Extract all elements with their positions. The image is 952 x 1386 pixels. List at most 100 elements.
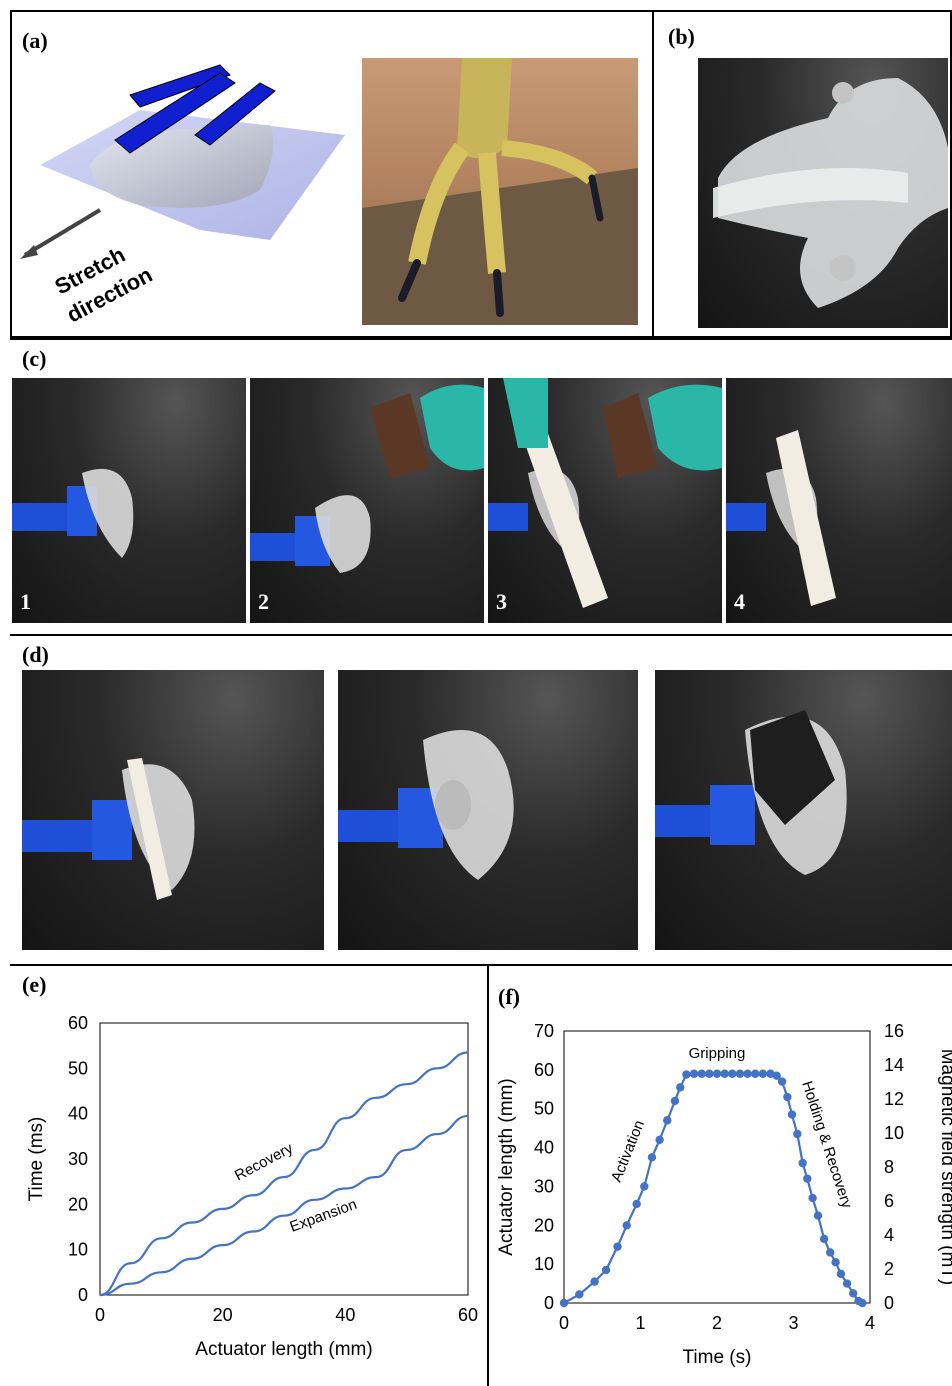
data-point <box>798 1158 807 1168</box>
data-point <box>793 1129 802 1139</box>
data-point <box>831 1258 840 1267</box>
y-axis-label: Time (ms) <box>26 1117 47 1202</box>
grip-photo-1 <box>22 670 324 950</box>
data-point <box>777 1077 787 1086</box>
data-point <box>826 1248 835 1257</box>
x-tick-label: 3 <box>788 1313 798 1333</box>
panel-a-label: (a) <box>22 28 48 53</box>
x-tick-label: 40 <box>335 1305 355 1325</box>
x-tick-label: 4 <box>865 1313 875 1333</box>
divider-e-f <box>487 964 489 1386</box>
grip-photo-3 <box>655 670 952 950</box>
y-tick-label: 20 <box>68 1194 88 1214</box>
data-point <box>842 1279 852 1288</box>
magnet-strip-1 <box>129 64 231 108</box>
y-tick-label: 30 <box>534 1176 554 1196</box>
y-tick-label: 40 <box>534 1138 554 1158</box>
y-tick-label: 30 <box>68 1149 88 1169</box>
data-point <box>647 1153 657 1162</box>
data-point <box>751 1069 760 1078</box>
x-tick-label: 2 <box>712 1313 722 1333</box>
plot-area <box>563 1030 871 1304</box>
y-tick-label: 10 <box>534 1254 554 1274</box>
frame-number: 1 <box>20 589 31 614</box>
series-line-expansion <box>99 1114 469 1297</box>
data-point <box>819 1234 829 1244</box>
panel-f-label: (f) <box>498 984 520 1009</box>
arrow-head <box>20 245 38 259</box>
data-point <box>758 1069 768 1078</box>
data-point <box>663 1116 672 1125</box>
claw-3 <box>588 174 604 222</box>
frame-number: 4 <box>734 589 745 614</box>
divider-d <box>10 634 952 636</box>
data-point <box>772 1071 781 1080</box>
data-point <box>803 1174 812 1183</box>
panel-c-label: (c) <box>22 346 47 371</box>
y-tick-label: 40 <box>68 1104 88 1124</box>
y2-tick-label: 10 <box>884 1123 904 1143</box>
gripping-annotation: Gripping <box>689 1045 746 1062</box>
data-point <box>676 1083 685 1092</box>
stretch-arrow <box>23 208 102 257</box>
panel-b-label: (b) <box>668 24 695 49</box>
y2-tick-label: 12 <box>884 1089 904 1109</box>
y2-tick-label: 4 <box>884 1225 894 1245</box>
data-point <box>682 1070 691 1079</box>
data-point <box>848 1289 858 1298</box>
divider-ab <box>652 10 654 338</box>
data-point <box>813 1211 823 1220</box>
sequence-frame-4: 4 <box>726 378 952 623</box>
y-tick-label: 10 <box>68 1240 88 1260</box>
y2-tick-label: 0 <box>884 1293 894 1313</box>
magnet-strip-2 <box>114 72 236 154</box>
data-point <box>640 1182 649 1191</box>
x-tick-label: 20 <box>213 1305 233 1325</box>
y-tick-label: 70 <box>534 1021 554 1041</box>
x-axis-label: Actuator length (mm) <box>195 1339 372 1360</box>
data-point <box>689 1069 699 1078</box>
holding-recovery-annotation: Holding & Recovery <box>798 1079 855 1211</box>
data-point <box>575 1290 584 1299</box>
x-axis-label: Time (s) <box>683 1347 752 1368</box>
data-point <box>743 1069 752 1078</box>
sequence-frame-2: 2 <box>250 378 484 623</box>
y-axis-label: Actuator length (mm) <box>496 1078 517 1255</box>
y2-axis-label: Magnetic field strength (mT) <box>937 1049 952 1286</box>
data-point <box>622 1221 631 1230</box>
y-tick-label: 20 <box>534 1215 554 1235</box>
frame-number: 2 <box>258 589 269 614</box>
row-ab-frame <box>10 10 952 338</box>
y2-tick-label: 14 <box>884 1055 904 1075</box>
data-point <box>858 1298 867 1308</box>
sequence-frame-1: 1 <box>12 378 246 623</box>
data-point <box>632 1199 641 1209</box>
data-point <box>836 1269 846 1279</box>
x-tick-label: 0 <box>95 1305 105 1325</box>
data-point <box>601 1265 611 1275</box>
data-point <box>613 1242 622 1251</box>
data-point <box>783 1092 792 1102</box>
data-point <box>728 1069 737 1078</box>
y2-tick-label: 16 <box>884 1021 904 1041</box>
claw-1 <box>398 259 421 302</box>
divider-c <box>10 338 952 340</box>
leg <box>457 58 512 158</box>
data-point <box>712 1069 722 1078</box>
claw-2 <box>493 269 504 317</box>
y-tick-label: 60 <box>534 1060 554 1080</box>
data-point <box>808 1193 817 1203</box>
y2-tick-label: 6 <box>884 1191 894 1211</box>
y-tick-label: 50 <box>68 1058 88 1078</box>
panel-d-label: (d) <box>22 642 49 667</box>
plot-area <box>99 1022 469 1296</box>
gripper-photo-b <box>698 58 948 328</box>
data-point <box>787 1110 797 1119</box>
panel-e-label: (e) <box>22 972 47 997</box>
y2-tick-label: 2 <box>884 1259 894 1279</box>
x-tick-label: 1 <box>635 1313 645 1333</box>
expansion-annotation: Expansion <box>288 1196 360 1236</box>
y-tick-label: 50 <box>534 1099 554 1119</box>
chart-e: 0 10 20 30 40 50 60 0 20 40 60 Actuator length (m… <box>26 1013 478 1360</box>
